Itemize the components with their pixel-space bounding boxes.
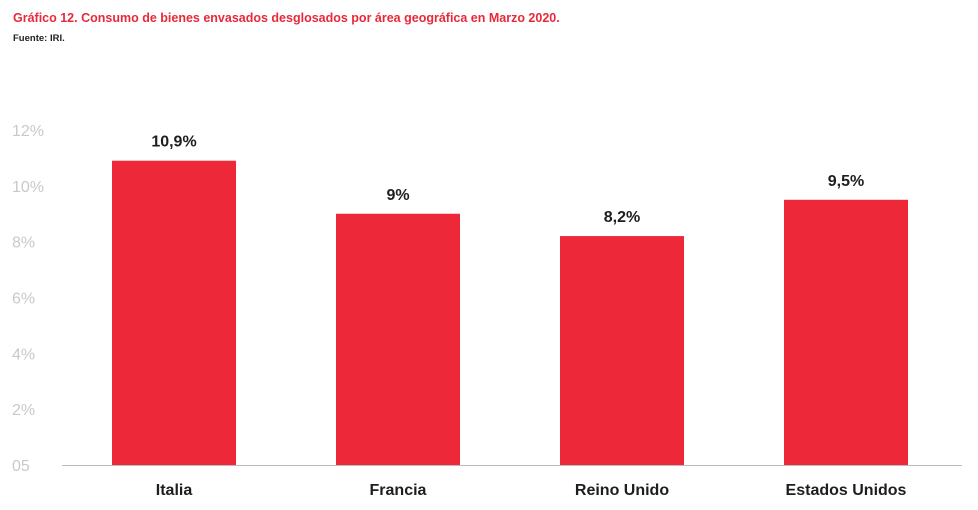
bar-reino-unido	[560, 236, 684, 465]
x-tick-label: Estados Unidos	[786, 482, 907, 499]
data-label: 9,5%	[828, 173, 864, 190]
x-tick-label: Italia	[156, 482, 193, 499]
y-tick-label: 6%	[12, 291, 35, 308]
chart-title: Gráfico 12. Consumo de bienes envasados …	[13, 11, 560, 25]
y-tick-label: 8%	[12, 235, 35, 252]
y-axis-ticks: 05 2% 4% 6% 8% 10% 12%	[12, 123, 44, 475]
x-tick-label: Reino Unido	[575, 482, 669, 499]
x-tick-label: Francia	[370, 482, 427, 499]
bars-group	[112, 160, 908, 466]
bar-estados-unidos	[784, 199, 908, 465]
y-tick-label: 4%	[12, 346, 35, 363]
x-axis-ticks: Italia Francia Reino Unido Estados Unidos	[156, 482, 907, 499]
y-tick-label: 12%	[12, 123, 44, 140]
bar-italia	[112, 160, 236, 466]
data-label: 8,2%	[604, 209, 640, 226]
y-tick-label: 10%	[12, 179, 44, 196]
data-labels-group: 10,9% 9% 8,2% 9,5%	[151, 134, 864, 226]
data-label: 10,9%	[151, 134, 196, 151]
bar-francia	[336, 213, 460, 465]
y-tick-label: 2%	[12, 402, 35, 419]
chart-source: Fuente: IRI.	[13, 33, 65, 44]
y-tick-label: 05	[12, 458, 30, 475]
data-label: 9%	[386, 187, 409, 204]
